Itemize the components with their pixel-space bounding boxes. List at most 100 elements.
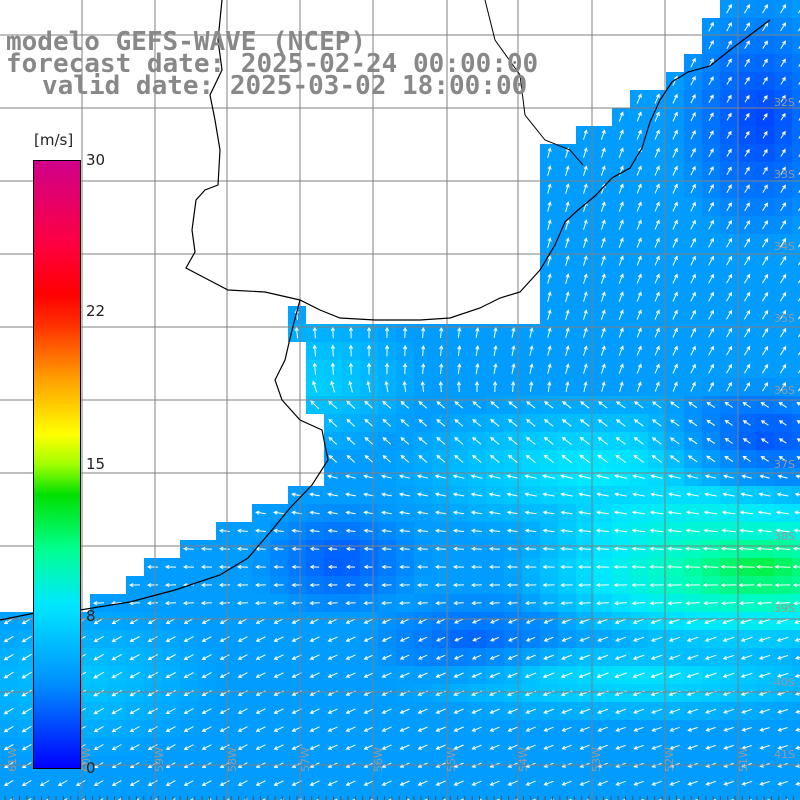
wind-arrow	[418, 437, 428, 445]
wind-arrow	[434, 546, 447, 551]
wind-arrow	[761, 327, 769, 338]
wind-arrow	[165, 708, 176, 714]
wind-arrow	[93, 689, 105, 697]
wind-arrow	[633, 401, 644, 409]
wind-arrow	[618, 183, 624, 194]
wind-arrow	[797, 9, 800, 14]
wind-arrow	[654, 219, 660, 230]
wind-arrow	[686, 672, 699, 678]
wind-arrow	[565, 219, 570, 230]
wind-arrow	[668, 636, 681, 642]
wind-arrow	[547, 309, 552, 320]
wind-arrow	[507, 418, 518, 427]
wind-arrow	[330, 362, 335, 375]
wind-arrow	[561, 654, 573, 660]
wind-arrow	[651, 419, 662, 427]
wind-arrow	[327, 600, 338, 606]
wind-arrow	[705, 726, 716, 732]
wind-arrow	[672, 273, 678, 284]
wind-arrow	[795, 474, 800, 479]
wind-speed-cell	[774, 792, 792, 800]
wind-arrow	[705, 708, 717, 714]
wind-arrow	[493, 345, 498, 356]
wind-arrow	[475, 345, 480, 356]
wind-arrow	[633, 419, 644, 427]
wind-arrow	[632, 618, 645, 624]
wind-arrow	[583, 255, 588, 266]
wind-arrow	[597, 744, 608, 750]
wind-arrow	[488, 582, 501, 588]
wind-arrow	[708, 76, 714, 86]
wind-arrow	[547, 363, 552, 374]
wind-arrow	[327, 582, 338, 588]
wind-arrow	[762, 40, 768, 49]
wind-speed-cell	[720, 792, 738, 800]
wind-arrow	[364, 400, 374, 409]
wind-arrow	[363, 546, 374, 552]
wind-arrow	[417, 708, 428, 714]
wind-arrow	[614, 492, 627, 497]
wind-arrow	[164, 564, 177, 570]
wind-arrow	[778, 402, 787, 408]
wind-arrow	[471, 708, 482, 714]
wind-arrow	[454, 436, 464, 445]
wind-arrow	[273, 672, 284, 678]
latitude-label: 36S	[774, 384, 795, 397]
wind-arrow	[417, 600, 428, 606]
wind-arrow	[525, 744, 536, 750]
wind-arrow	[777, 781, 788, 786]
wind-speed-cell	[666, 792, 684, 800]
wind-arrow	[740, 654, 753, 660]
wind-speed-cell	[702, 792, 720, 800]
wind-arrow	[147, 744, 158, 750]
wind-speed-cell	[792, 144, 800, 162]
wind-arrow	[600, 165, 606, 176]
wind-arrow	[600, 345, 606, 356]
wind-arrow	[685, 510, 700, 515]
wind-arrow	[327, 672, 338, 678]
wind-speed-cell	[792, 702, 800, 720]
wind-arrow	[435, 654, 446, 660]
wind-arrow	[272, 600, 285, 606]
wind-arrow	[129, 653, 140, 661]
wind-arrow	[690, 345, 696, 356]
wind-arrow	[561, 744, 572, 750]
wind-arrow	[636, 381, 642, 392]
longitude-label: 61W	[6, 747, 19, 772]
wind-arrow	[651, 401, 662, 409]
wind-arrow	[654, 381, 660, 392]
wind-arrow	[236, 564, 249, 570]
wind-arrow	[583, 237, 588, 248]
wind-arrow	[705, 780, 716, 786]
wind-arrow	[579, 618, 591, 624]
wind-arrow	[759, 781, 770, 786]
wind-arrow	[795, 745, 800, 750]
wind-arrow	[327, 510, 338, 515]
wind-arrow	[565, 273, 570, 284]
wind-arrow	[798, 225, 800, 230]
wind-arrow	[547, 327, 552, 338]
wind-arrow	[472, 401, 482, 409]
wind-speed-cell	[792, 648, 800, 666]
wind-arrow	[654, 183, 660, 194]
wind-arrow	[636, 309, 642, 320]
wind-arrow	[345, 618, 356, 624]
wind-arrow	[760, 438, 769, 444]
wind-speed-cell	[792, 738, 800, 756]
wind-arrow	[651, 726, 662, 732]
wind-speed-cell	[396, 792, 414, 800]
wind-arrow	[583, 309, 588, 320]
wind-arrow	[618, 111, 624, 122]
wind-arrow	[3, 653, 14, 661]
wind-arrow	[777, 745, 788, 750]
longitude-label: 57W	[299, 747, 312, 772]
wind-arrow	[327, 618, 338, 624]
wind-arrow	[758, 654, 771, 660]
wind-arrow	[633, 726, 644, 732]
wind-arrow	[547, 345, 552, 356]
wind-arrow	[744, 112, 750, 121]
wind-arrow	[525, 654, 536, 660]
wind-arrow	[146, 582, 159, 588]
wind-arrow	[475, 327, 480, 338]
longitude-label: 52W	[663, 747, 676, 772]
